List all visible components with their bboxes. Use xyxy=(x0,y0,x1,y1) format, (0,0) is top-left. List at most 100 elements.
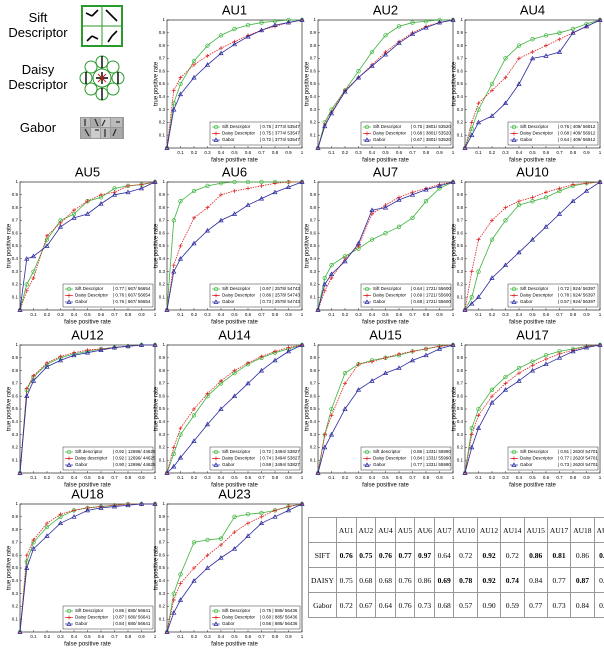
x-tick-label: 0.9 xyxy=(583,475,590,480)
marker xyxy=(30,378,37,383)
y-tick-label: 0.9 xyxy=(12,514,19,519)
x-axis-label: false positive rate xyxy=(211,483,258,489)
legend-marker xyxy=(66,449,72,455)
table-cell: 0.86 xyxy=(570,542,595,568)
marker xyxy=(31,276,36,280)
y-tick-label: 1 xyxy=(15,179,18,184)
marker xyxy=(111,192,118,197)
marker xyxy=(71,215,77,220)
table-cell: 0.92 xyxy=(476,542,502,568)
marker xyxy=(245,533,251,538)
y-tick-label: 0.5 xyxy=(12,406,19,411)
y-tick-label: 1 xyxy=(313,179,316,184)
y-tick-label: 0.7 xyxy=(159,381,166,386)
table-cell: 0.86 xyxy=(414,567,435,593)
marker xyxy=(205,205,210,210)
roc-line xyxy=(317,344,454,474)
x-tick-label: 0.5 xyxy=(84,475,91,480)
marker xyxy=(529,55,536,61)
x-tick-label: 0.8 xyxy=(272,312,279,317)
table-row: AU1 AU2 AU4 AU5 AU6 AU7 AU10 AU12 AU14 AU15 AU17 AU… xyxy=(308,517,604,543)
marker xyxy=(205,537,210,542)
marker xyxy=(423,24,429,30)
legend-marker xyxy=(214,293,218,298)
x-tick-label: 0.1 xyxy=(177,634,184,639)
marker xyxy=(369,49,375,55)
marker xyxy=(259,354,264,359)
marker xyxy=(423,19,429,24)
roc-line xyxy=(464,344,601,474)
marker xyxy=(272,22,278,27)
y-tick-label: 0.3 xyxy=(310,269,317,274)
marker xyxy=(164,629,170,634)
marker xyxy=(44,237,50,242)
marker xyxy=(516,378,522,383)
legend-label: Sift Descriptor xyxy=(222,124,251,129)
roc-line xyxy=(317,19,454,149)
y-tick-label: 0.6 xyxy=(12,552,19,557)
x-tick-label: 0.4 xyxy=(71,475,78,480)
marker xyxy=(503,56,508,61)
marker xyxy=(530,359,535,364)
marker xyxy=(178,244,183,248)
marker xyxy=(469,126,474,131)
y-tick-label: 0.4 xyxy=(310,419,317,424)
marker xyxy=(436,19,443,25)
marker xyxy=(556,355,563,360)
table-cell: AU7 xyxy=(433,517,455,543)
y-tick-label: 0.5 xyxy=(159,243,166,248)
legend-detail: | 0.75 | 3774/ 53547 xyxy=(260,131,300,136)
x-tick-label: 0.5 xyxy=(231,634,238,639)
marker xyxy=(383,231,388,236)
y-tick-label: 0.2 xyxy=(457,445,464,450)
marker xyxy=(299,342,305,347)
marker xyxy=(171,610,177,615)
marker xyxy=(192,566,196,570)
gabor-icon xyxy=(80,117,124,139)
marker xyxy=(245,380,251,386)
y-tick-label: 0.8 xyxy=(159,527,166,532)
legend-marker xyxy=(511,449,517,455)
legend-label: Daisy Descriptor xyxy=(222,615,256,620)
marker xyxy=(369,237,375,242)
x-tick-label: 0.4 xyxy=(218,475,225,480)
x-tick-label: 0.9 xyxy=(285,312,292,317)
marker xyxy=(218,33,224,38)
chart-title: AU6 xyxy=(222,164,247,179)
roc-line xyxy=(317,19,454,149)
y-tick-label: 0.6 xyxy=(12,393,19,398)
legend-label: Gabor xyxy=(222,462,235,467)
marker xyxy=(583,188,590,193)
marker xyxy=(258,195,265,201)
legend-detail: | 0.74 | 3494/ 53827 xyxy=(260,456,300,461)
marker xyxy=(409,31,416,36)
legend-detail: | 0.72 | 924/ 56397 xyxy=(558,286,596,291)
legend-box xyxy=(62,446,154,471)
marker xyxy=(45,521,49,526)
marker xyxy=(246,186,250,191)
y-tick-label: 0.9 xyxy=(159,30,166,35)
x-tick-label: 0.4 xyxy=(369,150,376,155)
marker xyxy=(516,249,522,255)
marker xyxy=(450,342,456,347)
x-tick-label: 0.7 xyxy=(111,634,118,639)
chart-title: AU1 xyxy=(222,2,247,17)
marker xyxy=(396,40,402,45)
y-tick-label: 1 xyxy=(162,501,165,506)
chart-title: AU12 xyxy=(71,327,104,342)
legend-marker xyxy=(364,137,370,142)
legend-label: Daisy descriptor xyxy=(75,456,108,461)
x-tick-label: 0.1 xyxy=(30,634,37,639)
chart-title: AU10 xyxy=(516,164,549,179)
marker xyxy=(273,508,277,513)
x-tick-label: 0.6 xyxy=(245,475,252,480)
y-tick-label: 0.9 xyxy=(12,192,19,197)
marker xyxy=(450,17,456,22)
y-tick-label: 0.4 xyxy=(12,578,19,583)
x-tick-label: 0.5 xyxy=(84,634,91,639)
x-tick-label: 0.6 xyxy=(543,312,550,317)
x-tick-label: 0.3 xyxy=(57,475,64,480)
y-tick-label: 0.6 xyxy=(310,393,317,398)
x-tick-label: 0.9 xyxy=(285,475,292,480)
marker xyxy=(57,357,64,363)
